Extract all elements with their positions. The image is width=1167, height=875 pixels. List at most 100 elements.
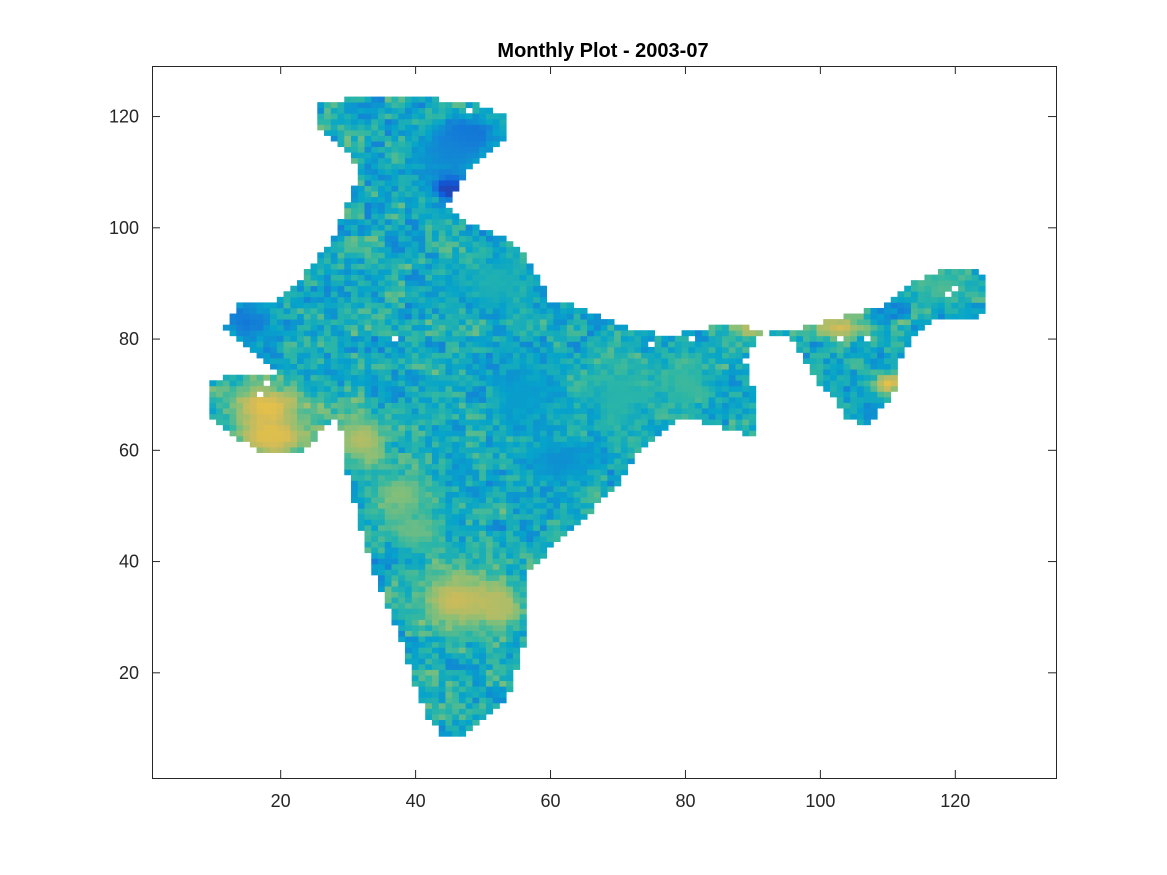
heatmap-cell [843,402,851,409]
heatmap-cell [560,302,568,309]
heatmap-cell [668,358,676,364]
heatmap-cell [472,458,480,465]
heatmap-cell [229,313,237,320]
heatmap-cell [418,141,426,148]
heatmap-cell [742,324,750,331]
heatmap-cell [634,335,642,342]
heatmap-cell [465,274,473,281]
heatmap-cell [452,413,460,420]
heatmap-cell [398,608,406,615]
heatmap-cell [357,118,365,125]
heatmap-cell [398,396,406,403]
heatmap-cell [472,263,480,270]
heatmap-cell [634,363,642,370]
heatmap-cell [431,591,440,598]
heatmap-cell [573,435,581,442]
heatmap-cell [566,424,575,431]
heatmap-cell [458,524,467,531]
heatmap-cell [701,396,709,403]
heatmap-cell [297,324,305,331]
heatmap-cell [560,430,568,437]
heatmap-cell [452,296,460,303]
heatmap-cell [627,413,635,420]
heatmap-cell [398,141,406,148]
heatmap-cell [458,663,467,670]
heatmap-cell [425,330,433,337]
heatmap-cell [357,458,365,465]
heatmap-cell [384,591,392,598]
heatmap-cell [465,625,473,631]
heatmap-cell [357,280,365,287]
heatmap-cell [404,497,413,504]
heatmap-cell [249,419,257,426]
heatmap-cell [276,330,284,337]
heatmap-cell [479,580,487,587]
heatmap-cell [344,380,352,387]
heatmap-cell [499,113,507,120]
heatmap-cell [715,402,723,409]
heatmap-cell [823,319,831,326]
heatmap-cell [276,396,284,403]
heatmap-cell [431,519,440,526]
heatmap-cell [310,396,318,403]
heatmap-cell [499,447,507,453]
heatmap-cell [735,369,743,376]
heatmap-cell [519,419,527,426]
heatmap-cell [458,280,467,287]
heatmap-cell [566,324,575,331]
heatmap-cell [735,391,743,398]
heatmap-cell [580,474,588,481]
heatmap-cell [452,563,460,570]
heatmap-cell [418,224,426,231]
heatmap-cell [546,508,554,515]
heatmap-cell [782,330,790,337]
heatmap-cell [492,113,500,120]
heatmap-cell [850,330,858,337]
heatmap-cell [465,569,473,576]
heatmap-cell [404,230,413,237]
heatmap-cell [438,257,446,264]
heatmap-cell [728,330,736,337]
heatmap-cell [371,319,379,326]
heatmap-cell [452,591,460,598]
heatmap-cell [330,380,338,387]
heatmap-cell [512,608,521,615]
heatmap-cell [485,608,494,615]
heatmap-cell [398,296,406,303]
heatmap-cell [310,319,318,326]
heatmap-cell [445,591,453,598]
heatmap-cell [431,163,440,170]
heatmap-cell [634,413,642,420]
heatmap-cell [472,652,480,659]
heatmap-cell [850,335,858,342]
heatmap-cell [452,246,460,253]
heatmap-cell [357,269,365,275]
heatmap-cell [485,313,494,320]
heatmap-cell [492,235,500,242]
heatmap-cell [411,597,419,604]
heatmap-cell [890,380,898,387]
heatmap-cell [485,380,494,387]
heatmap-cell [850,402,858,409]
heatmap-cell [391,580,399,587]
heatmap-cell [458,580,467,587]
heatmap-cell [404,369,413,376]
heatmap-cell [411,619,419,626]
heatmap-cell [330,408,338,415]
heatmap-cell [539,346,548,353]
heatmap-cell [937,313,946,320]
heatmap-cell [378,257,386,264]
heatmap-cell [499,663,507,670]
heatmap-cell [560,474,568,481]
heatmap-cell [425,485,433,492]
heatmap-cell [465,246,473,253]
heatmap-cell [526,313,534,320]
heatmap-cell [458,324,467,331]
heatmap-cell [553,441,561,448]
heatmap-cell [431,385,440,392]
heatmap-cell [519,369,527,376]
heatmap-cell [324,296,332,303]
heatmap-cell [222,413,230,420]
heatmap-cell [283,413,291,420]
heatmap-cell [438,613,446,620]
